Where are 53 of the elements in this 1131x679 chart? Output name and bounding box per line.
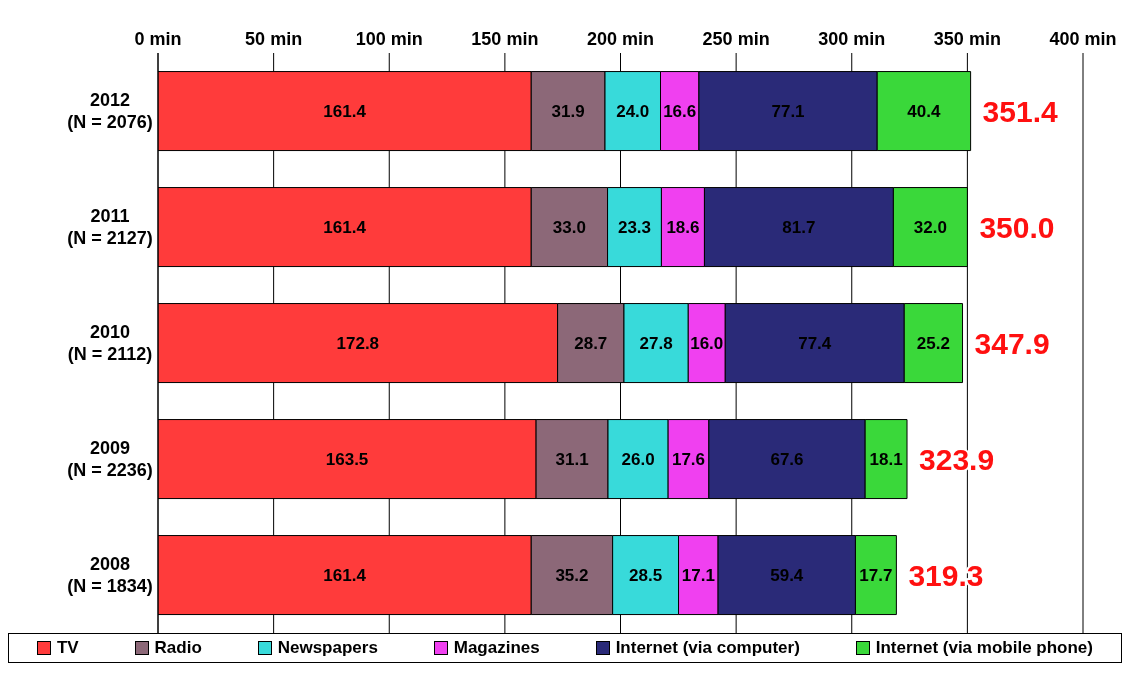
- data-label: 25.2: [916, 334, 950, 354]
- data-label: 40.4: [907, 102, 941, 122]
- data-label: 33.0: [552, 218, 586, 238]
- legend-label: TV: [55, 638, 79, 658]
- data-label: 23.3: [617, 218, 652, 238]
- data-label: 77.1: [771, 102, 805, 122]
- y-tick-label: 2011 (N = 2127): [67, 206, 153, 248]
- data-label: 59.4: [770, 566, 804, 586]
- data-label: 67.6: [770, 450, 804, 470]
- data-label: 16.0: [690, 334, 724, 354]
- data-label: 81.7: [782, 218, 816, 238]
- data-label: 17.1: [681, 566, 715, 586]
- data-label: 28.7: [574, 334, 608, 354]
- data-label: 24.0: [616, 102, 650, 122]
- data-label: 161.4: [323, 218, 367, 238]
- data-label: 161.4: [323, 566, 367, 586]
- x-tick-label: 200 min: [586, 29, 655, 49]
- x-tick-label: 100 min: [355, 29, 423, 49]
- data-label: 18.1: [869, 450, 903, 470]
- data-label: 31.1: [555, 450, 589, 470]
- x-tick-label: 250 min: [702, 29, 770, 49]
- x-tick-label: 0 min: [134, 29, 182, 49]
- data-label: 26.0: [621, 450, 655, 470]
- legend-label: Newspapers: [276, 638, 378, 658]
- data-label: 16.6: [663, 102, 697, 122]
- data-label: 163.5: [325, 450, 369, 470]
- y-tick-label: 2012 (N = 2076): [67, 90, 153, 132]
- total-label: 351.4: [982, 95, 1058, 129]
- x-tick-label: 50 min: [245, 29, 303, 49]
- x-tick-label: 350 min: [933, 29, 1001, 49]
- y-tick-label: 2009 (N = 2236): [67, 438, 153, 480]
- data-label: 18.6: [666, 218, 700, 238]
- y-tick-label: 2010 (N = 2112): [67, 322, 153, 364]
- legend-label: Magazines: [452, 638, 540, 658]
- legend-label: Internet (via computer): [614, 638, 800, 658]
- data-label: 172.8: [336, 334, 380, 354]
- x-tick-label: 300 min: [818, 29, 886, 49]
- y-tick-label: 2008 (N = 1834): [67, 554, 153, 596]
- legend-label: Internet (via mobile phone): [874, 638, 1093, 658]
- x-tick-label: 400 min: [1049, 29, 1117, 49]
- total-label: 347.9: [974, 327, 1050, 361]
- data-label: 77.4: [798, 334, 832, 354]
- data-label: 35.2: [555, 566, 589, 586]
- x-tick-label: 150 min: [471, 29, 539, 49]
- data-label: 31.9: [551, 102, 585, 122]
- legend-label: Radio: [153, 638, 202, 658]
- total-label: 350.0: [979, 211, 1055, 245]
- data-label: 17.6: [671, 450, 706, 470]
- data-label: 32.0: [913, 218, 947, 238]
- data-label: 161.4: [323, 102, 367, 122]
- data-label: 17.7: [859, 566, 893, 586]
- data-label: 28.5: [629, 566, 663, 586]
- data-label: 27.8: [639, 334, 673, 354]
